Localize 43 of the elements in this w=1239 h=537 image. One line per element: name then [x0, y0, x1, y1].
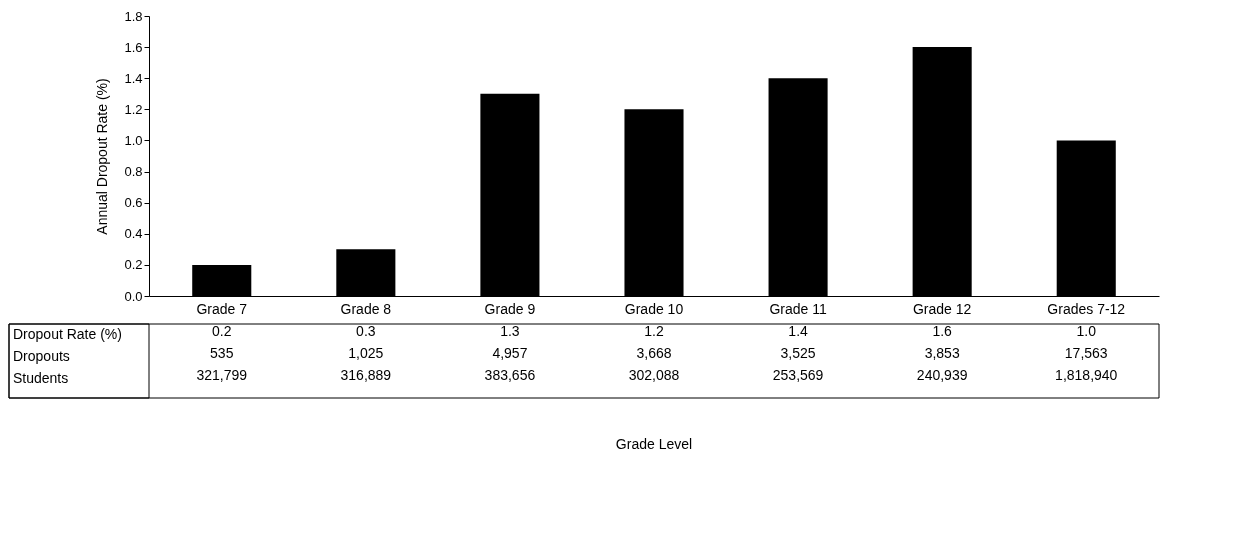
y-tick-label: 1.2	[124, 101, 143, 117]
text: 383,656	[484, 366, 536, 383]
text: 3,525	[780, 344, 816, 361]
data-label: 1.3	[500, 322, 520, 339]
data-label: 0.3	[356, 322, 376, 339]
text: Students	[13, 370, 69, 386]
text: 17,563	[1064, 344, 1108, 361]
text: 253,569	[772, 366, 824, 383]
y-tick-label: 0.2	[124, 257, 143, 273]
data-label: 1.0	[1076, 322, 1097, 339]
text: 321,799	[196, 366, 248, 383]
x-tick-label: Grade 9	[484, 300, 536, 317]
data-label: 1.4	[788, 322, 809, 339]
text: Grade Level	[615, 436, 693, 452]
data-label: 0.2	[212, 322, 232, 339]
text: 302,088	[628, 366, 680, 383]
text: 535	[210, 344, 234, 361]
x-tick-label: Grade 8	[340, 300, 392, 317]
text: 240,939	[916, 366, 968, 383]
y-tick-label: 0.8	[124, 164, 143, 180]
text: Dropouts	[13, 348, 70, 364]
y-tick-label: 1.6	[124, 39, 143, 55]
data-label: 1.6	[932, 322, 953, 339]
y-tick-label: 0.0	[124, 288, 143, 304]
text: 316,889	[340, 366, 392, 383]
text: 1,025	[348, 344, 384, 361]
x-tick-label: Grade 11	[769, 300, 827, 317]
x-tick-label: Grade 7	[196, 300, 248, 317]
y-tick-label: 0.4	[124, 226, 143, 242]
y-axis-title: Annual Dropout Rate (%)	[94, 78, 111, 235]
x-tick-label: Grade 12	[912, 300, 972, 317]
text: Dropout Rate (%)	[13, 326, 122, 342]
y-tick-label: 1.0	[124, 132, 143, 148]
y-tick-label: 1.4	[124, 70, 143, 86]
y-tick-label: 1.8	[124, 8, 143, 24]
y-tick-label: 0.6	[124, 195, 143, 211]
x-tick-label: Grades 7-12	[1047, 300, 1126, 317]
text: 4,957	[492, 344, 528, 361]
text: 1,818,940	[1055, 366, 1118, 383]
text: 3,668	[636, 344, 672, 361]
x-tick-label: Grade 10	[624, 300, 684, 317]
text: 3,853	[924, 344, 960, 361]
data-label: 1.2	[644, 322, 664, 339]
